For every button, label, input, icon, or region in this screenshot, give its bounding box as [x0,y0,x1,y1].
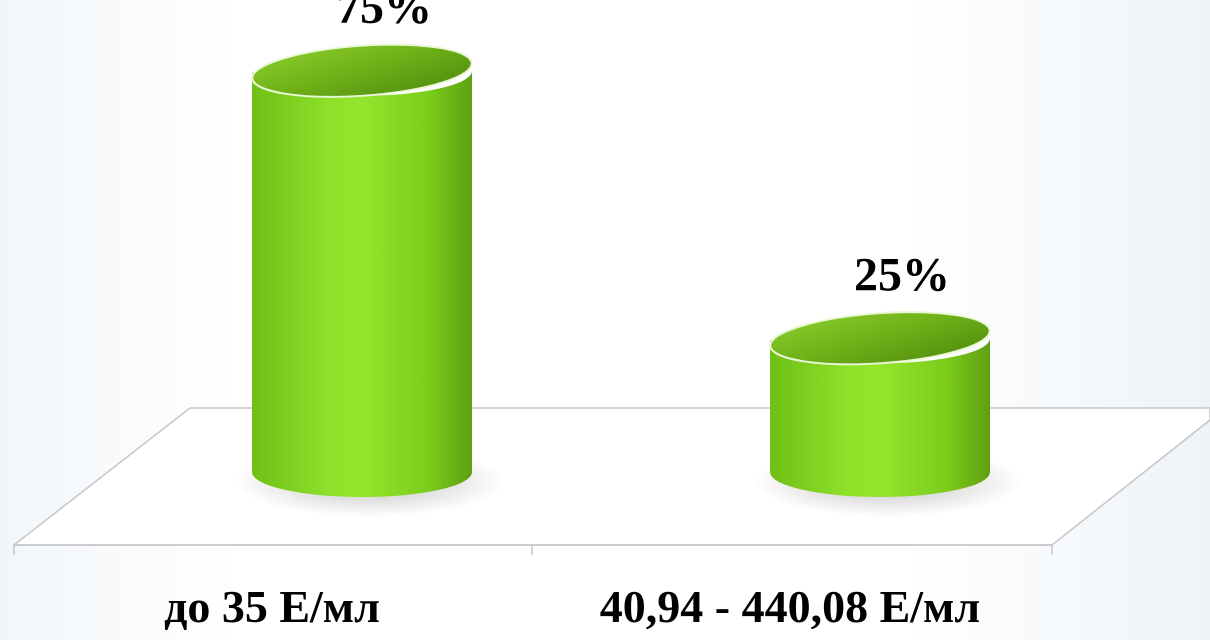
chart-bar [235,43,505,517]
bar-top [251,43,473,98]
bar-top [769,311,991,366]
data-label: 75% [336,0,432,34]
chart-bar [753,311,1023,517]
category-label: 40,94 - 440,08 Е/мл [600,581,980,632]
chart-floor [11,407,1210,546]
data-label: 25% [854,248,950,301]
bar-body [252,70,472,497]
bar-body [770,338,990,497]
category-label: до 35 Е/мл [164,581,380,632]
